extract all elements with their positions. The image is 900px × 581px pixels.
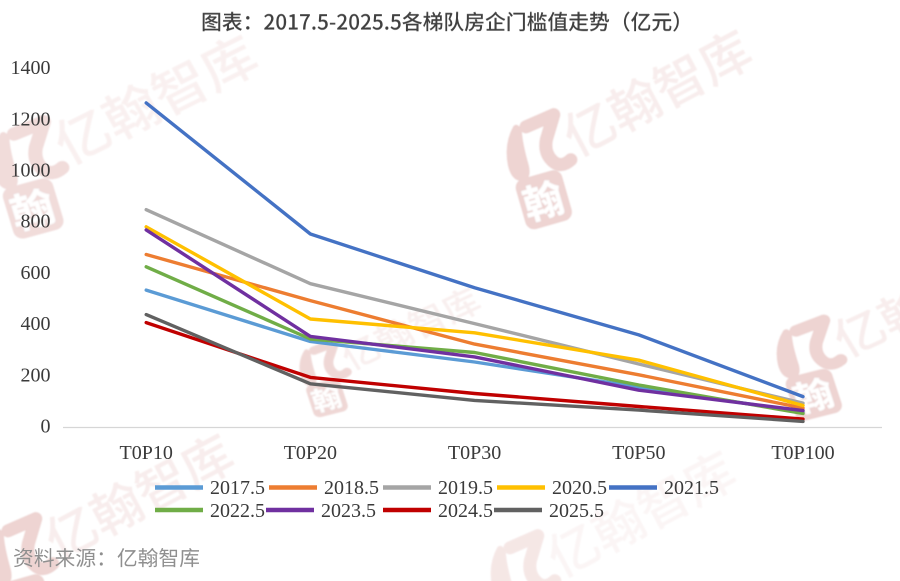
svg-text:T0P20: T0P20 bbox=[284, 442, 337, 464]
svg-text:2022.5: 2022.5 bbox=[210, 500, 265, 522]
svg-text:2019.5: 2019.5 bbox=[438, 477, 493, 499]
svg-text:600: 600 bbox=[21, 262, 51, 284]
svg-text:200: 200 bbox=[21, 364, 51, 386]
svg-text:0: 0 bbox=[41, 416, 51, 438]
svg-text:1000: 1000 bbox=[11, 160, 51, 182]
svg-text:2021.5: 2021.5 bbox=[664, 477, 719, 499]
svg-text:2023.5: 2023.5 bbox=[321, 500, 376, 522]
svg-text:1200: 1200 bbox=[11, 108, 51, 130]
svg-text:T0P30: T0P30 bbox=[448, 442, 501, 464]
svg-text:1400: 1400 bbox=[11, 57, 51, 79]
svg-text:2020.5: 2020.5 bbox=[552, 477, 607, 499]
svg-text:800: 800 bbox=[21, 211, 51, 233]
svg-text:T0P10: T0P10 bbox=[120, 442, 173, 464]
svg-text:2025.5: 2025.5 bbox=[549, 500, 604, 522]
svg-text:400: 400 bbox=[21, 313, 51, 335]
svg-text:2024.5: 2024.5 bbox=[438, 500, 493, 522]
svg-text:T0P100: T0P100 bbox=[771, 442, 834, 464]
svg-text:2018.5: 2018.5 bbox=[324, 477, 379, 499]
svg-text:T0P50: T0P50 bbox=[612, 442, 665, 464]
svg-text:2017.5: 2017.5 bbox=[210, 477, 265, 499]
